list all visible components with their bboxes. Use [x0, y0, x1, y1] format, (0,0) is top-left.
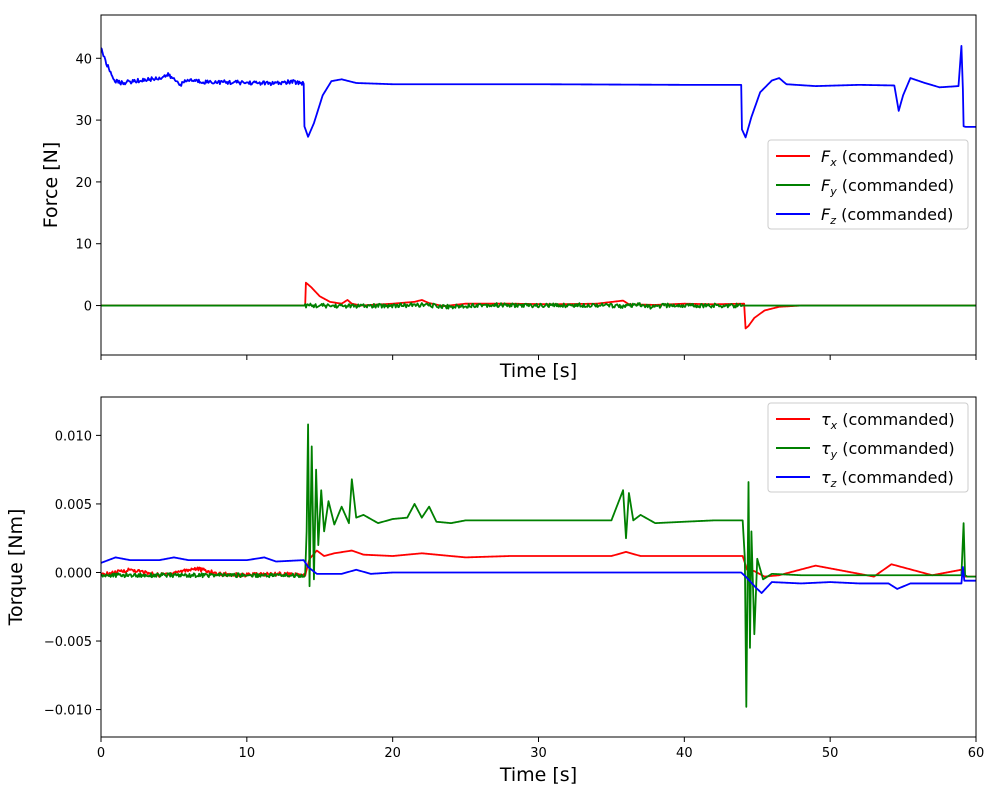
legend: τx (commanded)τy (commanded)τz (commande…: [767, 402, 969, 493]
x-tick-label: 20: [384, 746, 401, 761]
legend-symbol: τ: [821, 468, 831, 487]
x-tick-label: 10: [239, 746, 256, 761]
x-tick-label: 30: [530, 746, 547, 761]
y-tick-label: 0.005: [55, 498, 92, 513]
legend-suffix: (commanded): [837, 147, 954, 166]
legend-suffix: (commanded): [836, 468, 953, 487]
legend-suffix: (commanded): [837, 439, 954, 458]
y-tick-label: 0.010: [55, 429, 92, 444]
legend-symbol: F: [821, 205, 831, 224]
legend-entry-label: τy (commanded): [821, 439, 955, 461]
x-tick-label: 0: [97, 746, 105, 761]
y-tick-label: 10: [75, 238, 92, 253]
series-lines: [101, 423, 976, 708]
legend-subscript: x: [829, 156, 837, 169]
force-plot: 0 10 20 30 40 Time [s] Force [N] Fx (commanded)…: [40, 14, 977, 382]
legend-entry-label: Fy (commanded): [821, 176, 954, 198]
legend-suffix: (commanded): [837, 410, 954, 429]
legend-symbol: F: [821, 147, 831, 166]
series-line-y: [101, 302, 976, 310]
legend-suffix: (commanded): [836, 205, 953, 224]
legend-entry-label: Fz (commanded): [821, 205, 953, 227]
y-tick-label: 40: [75, 52, 92, 67]
y-axis-label: Torque [Nm]: [5, 509, 27, 627]
series-line-z: [101, 556, 976, 594]
series-lines: [101, 45, 976, 330]
legend-suffix: (commanded): [837, 176, 954, 195]
legend-subscript: y: [830, 448, 838, 461]
legend-entry-label: τx (commanded): [821, 410, 955, 432]
y-tick-label: 0: [84, 300, 92, 315]
y-axis-label: Force [N]: [40, 142, 62, 228]
x-tick-label: 50: [822, 746, 839, 761]
legend-entry-label: Fx (commanded): [821, 147, 954, 169]
legend-box: [767, 139, 969, 230]
y-tick-label: −0.010: [44, 704, 92, 719]
torque-plot: 0 10 20 30 40 50 60 −0.010 −0.005 0.000 0.005 0.010…: [5, 396, 985, 786]
series-line-y: [101, 423, 976, 708]
x-tick-label: 60: [968, 746, 985, 761]
x-axis-label: Time [s]: [499, 360, 577, 382]
legend-subscript: z: [829, 214, 836, 227]
series-line-x: [101, 549, 976, 578]
legend-symbol: τ: [821, 439, 831, 458]
series-line-z: [101, 45, 976, 139]
x-axis-label: Time [s]: [499, 764, 577, 786]
y-tick-label: 20: [75, 176, 92, 191]
legend-entry-label: τz (commanded): [821, 468, 954, 490]
legend-subscript: z: [830, 477, 837, 490]
legend: Fx (commanded)Fy (commanded)Fz (commande…: [767, 139, 969, 230]
x-tick-label: 40: [676, 746, 693, 761]
legend-subscript: x: [830, 419, 838, 432]
y-tick-label: −0.005: [44, 635, 92, 650]
legend-subscript: y: [829, 185, 837, 198]
legend-box: [767, 402, 969, 493]
legend-symbol: τ: [821, 410, 831, 429]
legend-symbol: F: [821, 176, 831, 195]
y-tick-label: 30: [75, 114, 92, 129]
y-tick-label: 0.000: [55, 566, 92, 581]
